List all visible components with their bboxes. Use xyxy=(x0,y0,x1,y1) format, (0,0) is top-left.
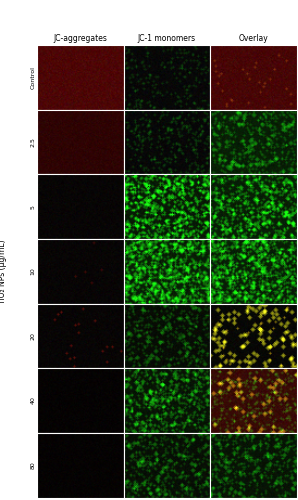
Text: 10: 10 xyxy=(31,268,36,275)
Text: 40: 40 xyxy=(31,396,36,404)
Text: 5: 5 xyxy=(31,204,36,208)
Text: 20: 20 xyxy=(31,332,36,340)
Text: JC-1 monomers: JC-1 monomers xyxy=(138,34,196,42)
Text: TiO₂ NPs (µg/mL): TiO₂ NPs (µg/mL) xyxy=(0,239,7,304)
Text: Overlay: Overlay xyxy=(238,34,268,42)
Text: Control: Control xyxy=(31,66,36,89)
Text: 2.5: 2.5 xyxy=(31,137,36,147)
Text: 80: 80 xyxy=(31,462,36,469)
Text: JC-aggregates: JC-aggregates xyxy=(54,34,107,42)
